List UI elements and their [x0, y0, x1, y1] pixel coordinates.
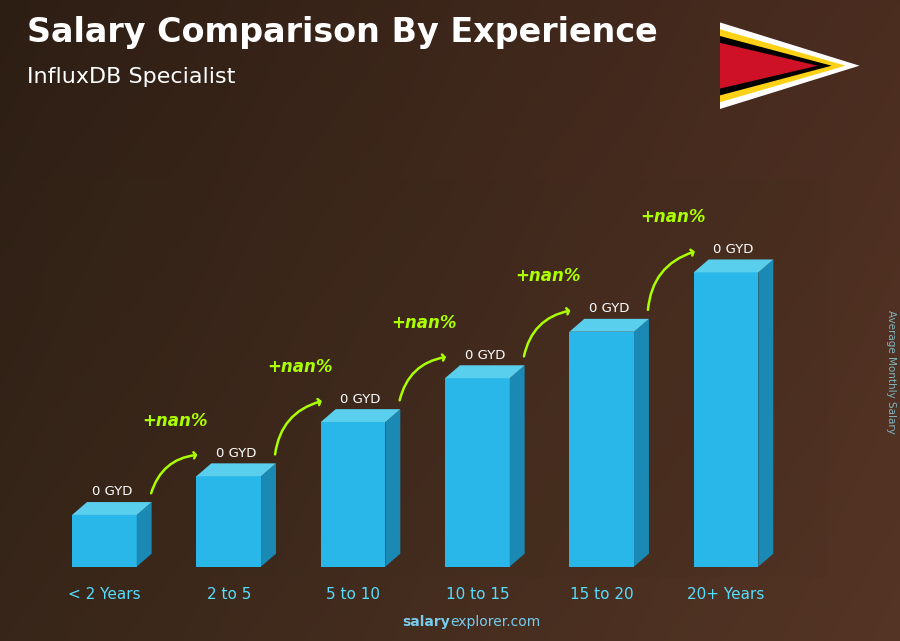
Text: 0 GYD: 0 GYD: [92, 485, 132, 499]
Text: +nan%: +nan%: [516, 267, 581, 285]
Text: salary: salary: [402, 615, 450, 629]
Polygon shape: [694, 260, 773, 272]
Bar: [570, 332, 634, 567]
Text: explorer.com: explorer.com: [450, 615, 540, 629]
Text: +nan%: +nan%: [392, 313, 456, 332]
Polygon shape: [196, 463, 276, 476]
Text: +nan%: +nan%: [142, 412, 208, 430]
Text: 0 GYD: 0 GYD: [216, 447, 256, 460]
Polygon shape: [385, 409, 400, 567]
Bar: [196, 476, 261, 567]
Polygon shape: [634, 319, 649, 567]
Polygon shape: [720, 43, 818, 88]
Polygon shape: [446, 365, 525, 378]
Bar: [320, 422, 385, 567]
Text: InfluxDB Specialist: InfluxDB Specialist: [27, 67, 236, 87]
Text: 0 GYD: 0 GYD: [714, 243, 753, 256]
Text: +nan%: +nan%: [266, 358, 332, 376]
Polygon shape: [720, 22, 859, 109]
Text: 0 GYD: 0 GYD: [464, 349, 505, 362]
Text: Average Monthly Salary: Average Monthly Salary: [886, 310, 896, 434]
Polygon shape: [759, 260, 773, 567]
Bar: [446, 378, 509, 567]
Text: Salary Comparison By Experience: Salary Comparison By Experience: [27, 16, 658, 49]
Polygon shape: [72, 502, 151, 515]
Polygon shape: [137, 502, 151, 567]
Text: +nan%: +nan%: [640, 208, 706, 226]
Bar: [72, 515, 137, 567]
Polygon shape: [720, 36, 832, 96]
Polygon shape: [570, 319, 649, 332]
Polygon shape: [720, 29, 846, 102]
Text: 0 GYD: 0 GYD: [589, 302, 629, 315]
Polygon shape: [261, 463, 276, 567]
Text: 0 GYD: 0 GYD: [340, 392, 381, 406]
Polygon shape: [509, 365, 525, 567]
Bar: [694, 272, 759, 567]
Polygon shape: [320, 409, 400, 422]
